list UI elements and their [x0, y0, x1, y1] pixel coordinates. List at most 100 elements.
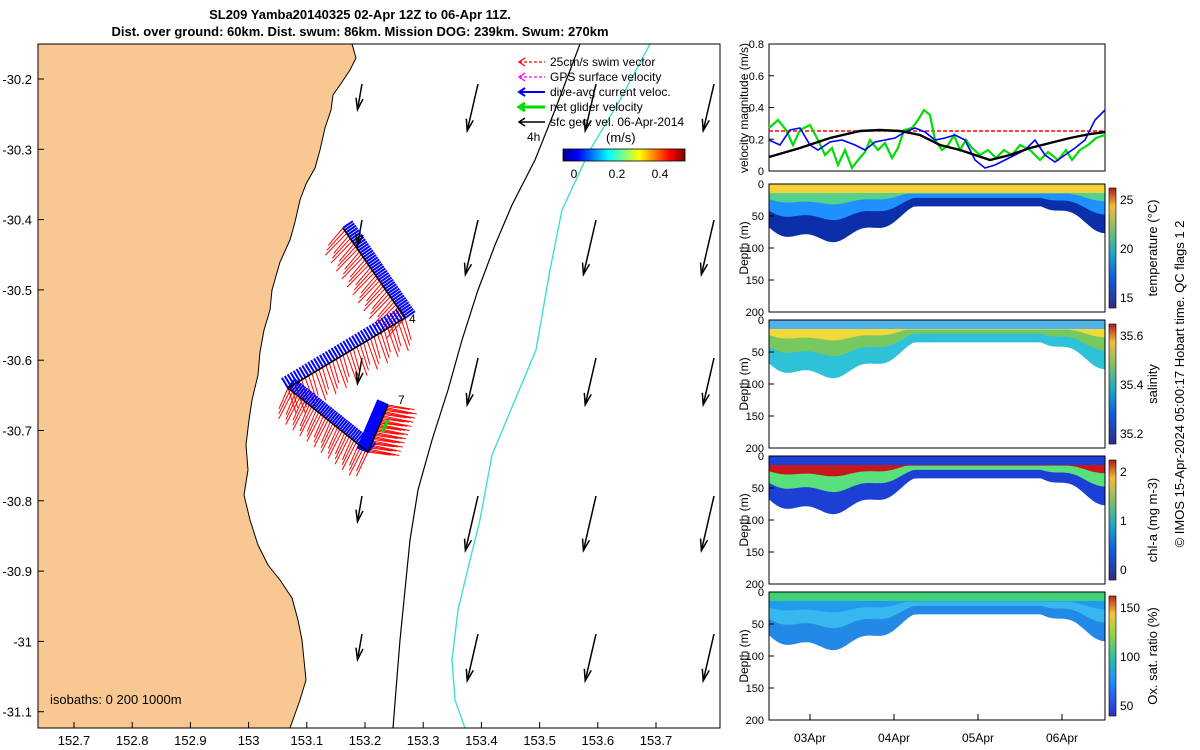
date-tick-label: 06Apr — [1046, 731, 1078, 745]
velocity-y-ticks: 0 0.2 0.4 0.6 0.8 — [749, 39, 774, 178]
depth-tick-label: 150 — [746, 275, 764, 287]
land-mass — [38, 44, 357, 728]
geo-velocity-arrow — [355, 219, 364, 249]
depth-tick-label: 100 — [746, 651, 764, 663]
depth-axis-label: Depth (m) — [737, 357, 751, 410]
lat-tick-label: -30.5 — [2, 283, 32, 298]
lon-tick-label: 153.3 — [407, 733, 440, 748]
depth-tick-label: 0 — [758, 179, 764, 191]
section-panel-0: Depth (m) 0 50 100 150 200 15 20 25 temperature (… — [737, 179, 1160, 319]
lat-tick-label: -30.2 — [2, 72, 32, 87]
lon-tick-label: 152.9 — [174, 733, 207, 748]
geo-velocity-arrow — [581, 219, 597, 278]
section-variable-label: Ox. sat. ratio (%) — [1145, 607, 1160, 705]
depth-tick-label: 0 — [758, 587, 764, 599]
colorbar-tick-label: 1 — [1120, 514, 1127, 528]
depth-tick-label: 50 — [752, 619, 764, 631]
legend-net-glider-velocity: net glider velocity — [550, 100, 643, 114]
colorbar-tick-label: 2 — [1120, 465, 1127, 479]
depth-tick-label: 200 — [746, 579, 764, 591]
lon-tick-label: 153 — [238, 733, 260, 748]
lat-tick-label: -30.6 — [2, 353, 32, 368]
depth-tick-label: 150 — [746, 683, 764, 695]
geo-velocity-arrow — [463, 495, 479, 554]
speed-colorbar: (m/s) 0 0.2 0.4 — [562, 130, 686, 181]
surface-geostrophic-vectors — [355, 83, 715, 684]
depth-axis-label: Depth (m) — [737, 221, 751, 274]
depth-tick-label: 50 — [752, 347, 764, 359]
colorbar-units: (m/s) — [606, 130, 636, 145]
lat-tick-label: -31 — [13, 634, 32, 649]
section-panel-3: Depth (m) 0 50 100 150 200 50 100 150 Ox. sat. ra… — [737, 587, 1160, 727]
glider-track — [278, 220, 417, 477]
colorbar-tick-label: 25 — [1120, 193, 1134, 207]
colorbar-tick-2: 0.4 — [652, 167, 669, 181]
velocity-tick-label: 0.2 — [749, 134, 764, 146]
geo-velocity-arrow — [465, 633, 479, 684]
section-variable-label: salinity — [1145, 364, 1160, 404]
legend-sfc-geo-velocity: sfc geo. vel. 06-Apr-2014 — [550, 115, 684, 129]
track-marker-7: 7 — [398, 393, 405, 407]
glider-path — [286, 227, 407, 454]
geo-velocity-arrow — [699, 219, 715, 278]
lat-tick-label: -31.1 — [2, 705, 32, 720]
swim-vectors — [278, 227, 417, 477]
velocity-y-label: velocity magnitude (m/s) — [737, 43, 751, 173]
velocity-tick-label: 0.6 — [749, 71, 764, 83]
lon-tick-label: 153.4 — [465, 733, 498, 748]
lat-tick-label: -30.4 — [2, 213, 32, 228]
geo-velocity-arrow — [581, 495, 597, 554]
depth-tick-label: 0 — [758, 451, 764, 463]
depth-tick-label: 100 — [746, 515, 764, 527]
legend-swim-vector: 25cm/s swim vector — [550, 55, 655, 69]
date-tick-label: 04Apr — [878, 731, 910, 745]
velocity-panel: velocity magnitude (m/s) 0 0.2 0.4 0.6 0.8 — [737, 39, 1106, 178]
colorbar-tick-label: 0 — [1120, 563, 1127, 577]
geo-velocity-arrow — [355, 633, 364, 663]
depth-tick-label: 150 — [746, 547, 764, 559]
lat-tick-label: -30.8 — [2, 494, 32, 509]
geo-velocity-arrow — [701, 633, 715, 684]
lat-tick-label: -30.9 — [2, 564, 32, 579]
net-glider-velocity-arrow — [380, 419, 390, 433]
depth-tick-label: 50 — [752, 483, 764, 495]
section-colorbar — [1108, 459, 1117, 581]
lon-tick-label: 153.1 — [291, 733, 324, 748]
isobath-note: isobaths: 0 200 1000m — [50, 692, 182, 707]
figure-title-line2: Dist. over ground: 60km. Dist. swum: 86k… — [111, 24, 609, 39]
date-tick-label: 03Apr — [794, 731, 826, 745]
depth-tick-label: 200 — [746, 443, 764, 455]
isobath-1000m — [451, 44, 651, 728]
lon-tick-label: 153.6 — [582, 733, 615, 748]
map-legend: 25cm/s swim vector GPS surface velocity … — [516, 55, 684, 129]
geo-velocity-arrow — [463, 219, 479, 278]
depth-tick-label: 200 — [746, 715, 764, 727]
section-colorbar — [1108, 595, 1117, 717]
colorbar-tick-label: 150 — [1120, 601, 1140, 615]
geo-velocity-arrow — [355, 495, 364, 525]
net-glider-speed-line — [768, 108, 1106, 171]
section-panel-2: Depth (m) 0 50 100 150 200 0 1 2 chl-a (mg m-3) — [737, 451, 1160, 591]
current-ribbon — [280, 220, 416, 453]
legend-dive-avg-current: dive-avg current veloc. — [550, 85, 671, 99]
figure-title-line1: SL209 Yamba20140325 02-Apr 12Z to 06-Apr… — [209, 7, 511, 22]
velocity-tick-label: 0 — [758, 166, 764, 178]
lat-tick-label: -30.3 — [2, 142, 32, 157]
colorbar-tick-label: 35.2 — [1120, 427, 1144, 441]
depth-tick-label: 50 — [752, 211, 764, 223]
depth-tick-label: 100 — [746, 379, 764, 391]
colorbar-tick-label: 15 — [1120, 291, 1134, 305]
depth-tick-label: 0 — [758, 315, 764, 327]
section-variable-label: temperature (°C) — [1145, 200, 1160, 297]
date-tick-label: 05Apr — [962, 731, 994, 745]
map-frame — [37, 43, 721, 729]
lon-tick-label: 152.8 — [116, 733, 149, 748]
colorbar-tick-label: 50 — [1120, 699, 1134, 713]
geo-velocity-arrow — [355, 83, 364, 113]
hours-marker: 4h — [527, 130, 540, 144]
geo-velocity-arrow — [465, 357, 479, 408]
depth-axis-label: Depth (m) — [737, 629, 751, 682]
footer-credit: © IMOS 15-Apr-2024 05:00:17 Hobart time.… — [1172, 221, 1187, 548]
lat-tick-label: -30.7 — [2, 424, 32, 439]
